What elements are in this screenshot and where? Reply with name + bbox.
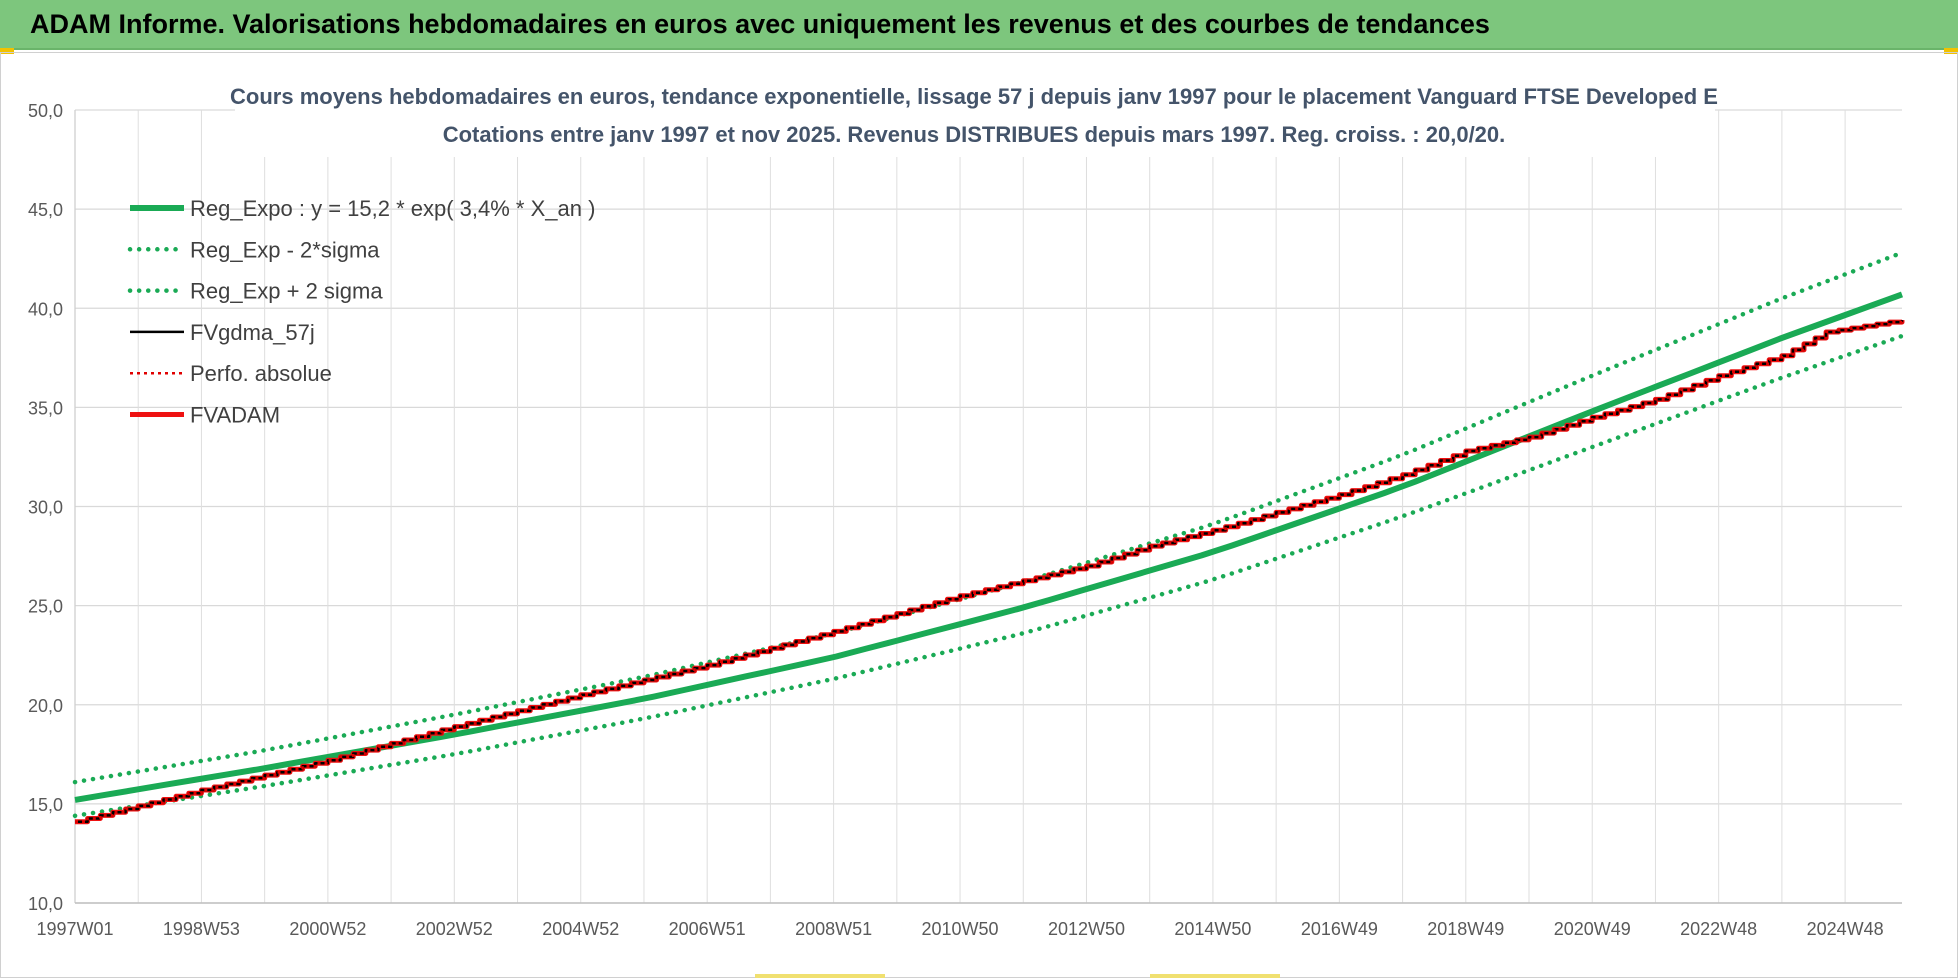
x-tick-label: 2004W52 <box>542 919 619 939</box>
series-line-1 <box>72 333 1905 819</box>
title-background <box>235 77 1715 157</box>
x-tick-label: 2008W51 <box>795 919 872 939</box>
legend-label: Reg_Exp - 2*sigma <box>190 237 380 262</box>
legend-label: Reg_Exp + 2 sigma <box>190 279 383 304</box>
page-title: ADAM Informe. Valorisations hebdomadaire… <box>30 9 1490 39</box>
y-tick-label: 50,0 <box>28 101 63 121</box>
x-tick-label: 2016W49 <box>1301 919 1378 939</box>
series-line-3 <box>75 320 1904 823</box>
y-tick-label: 45,0 <box>28 200 63 220</box>
x-tick-label: 2006W51 <box>669 919 746 939</box>
series-line-2 <box>72 250 1905 785</box>
x-tick-label: 2012W50 <box>1048 919 1125 939</box>
x-tick-label: 1998W53 <box>163 919 240 939</box>
x-tick-label: 2002W52 <box>416 919 493 939</box>
y-tick-label: 15,0 <box>28 795 63 815</box>
bottom-mark-1 <box>755 974 885 978</box>
chart-title-line-1: Cours moyens hebdomadaires en euros, ten… <box>230 84 1718 109</box>
x-tick-label: 2022W48 <box>1680 919 1757 939</box>
axis-layer: 10,0 15,0 20,0 25,0 30,0 35,0 40,0 45,0 50,0 1997… <box>28 101 1902 939</box>
bottom-mark-2 <box>1150 974 1280 978</box>
page-header: ADAM Informe. Valorisations hebdomadaire… <box>0 0 1958 50</box>
y-tick-label: 35,0 <box>28 398 63 418</box>
y-tick-label: 40,0 <box>28 299 63 319</box>
y-tick-label: 25,0 <box>28 597 63 617</box>
legend-label: Reg_Expo : y = 15,2 * exp( 3,4% * X_an ) <box>190 196 595 221</box>
x-tick-label: 2010W50 <box>922 919 999 939</box>
y-tick-label: 10,0 <box>28 894 63 914</box>
x-tick-label: 2020W49 <box>1554 919 1631 939</box>
y-tick-label: 30,0 <box>28 498 63 518</box>
corner-mark-left <box>0 48 14 54</box>
corner-mark-right <box>1944 48 1958 54</box>
chart-title-group: Cours moyens hebdomadaires en euros, ten… <box>230 77 1718 157</box>
x-tick-label: 2024W48 <box>1807 919 1884 939</box>
x-tick-label: 1997W01 <box>36 919 113 939</box>
series-layer <box>72 250 1905 825</box>
x-tick-label: 2014W50 <box>1174 919 1251 939</box>
legend-label: FVADAM <box>190 403 280 428</box>
grid-layer <box>75 109 1902 904</box>
x-tick-label: 2018W49 <box>1427 919 1504 939</box>
legend-label: Perfo. absolue <box>190 361 332 386</box>
series-line-0 <box>74 291 1904 803</box>
legend-label: FVgdma_57j <box>190 320 315 345</box>
chart-title-line-2: Cotations entre janv 1997 et nov 2025. R… <box>443 122 1506 147</box>
x-tick-label: 2000W52 <box>289 919 366 939</box>
legend: Reg_Expo : y = 15,2 * exp( 3,4% * X_an )… <box>127 196 595 428</box>
y-tick-label: 20,0 <box>28 696 63 716</box>
